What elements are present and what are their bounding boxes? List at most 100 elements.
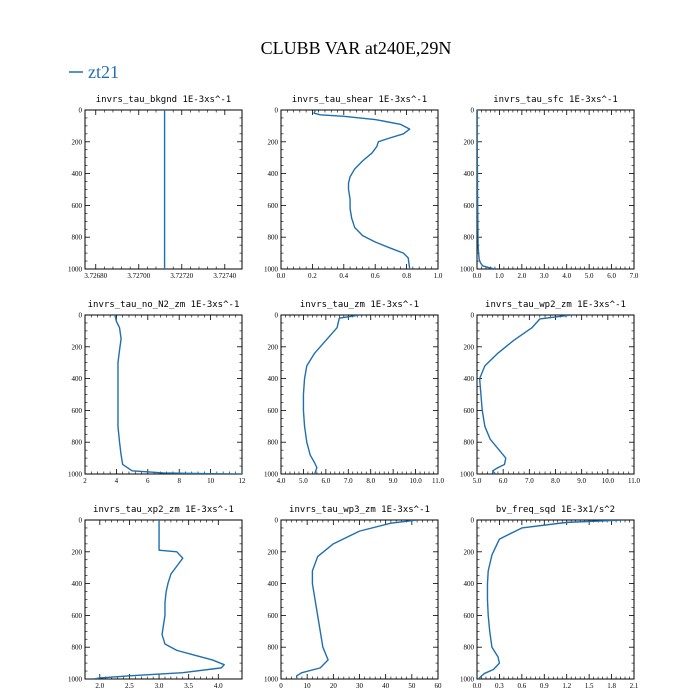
panel-7: invrs_tau_xp2_zm 1E-3xs^-1 2.0 2.5 3.0 3.5 4.… (68, 505, 243, 690)
x-tick-label: 1.8 (607, 682, 616, 690)
y-tick-label: 800 (72, 644, 83, 652)
x-tick-label: 0.2 (308, 272, 317, 280)
x-tick-label: 2.5 (125, 682, 134, 690)
x-tick-label: 0.3 (495, 682, 504, 690)
x-tick-label: 2.1 (630, 682, 639, 690)
y-tick-label: 400 (464, 170, 475, 178)
y-tick-label: 600 (464, 202, 475, 210)
y-tick-label: 0 (275, 517, 279, 525)
panel-frame (476, 519, 635, 680)
panel-frame (84, 314, 243, 475)
y-tick-label: 600 (268, 202, 279, 210)
y-tick-label: 200 (72, 138, 83, 146)
y-tick-label: 600 (72, 202, 83, 210)
y-tick-label: 600 (464, 612, 475, 620)
legend: zt21 (69, 62, 119, 82)
y-tick-label: 800 (464, 439, 475, 447)
panel-frame (280, 109, 439, 270)
panel-4: invrs_tau_no_N2_zm 1E-3xs^-1 2 4 6 8 10 12 0 200… (68, 300, 246, 485)
panel-2: invrs_tau_shear 1E-3xs^-1 0.0 0.2 0.4 0.6 0.8… (264, 95, 443, 280)
x-tick-label: 9.0 (577, 477, 586, 485)
y-tick-label: 400 (464, 375, 475, 383)
x-tick-label: 3.0 (155, 682, 164, 690)
x-tick-label: 4 (115, 477, 119, 485)
x-tick-label: 0.9 (540, 682, 549, 690)
x-tick-label: 3.72700 (127, 272, 150, 280)
x-tick-label: 30 (356, 682, 364, 690)
x-tick-label: 2.0 (517, 272, 526, 280)
y-tick-label: 600 (72, 407, 83, 415)
x-tick-label: 1.2 (562, 682, 571, 690)
y-tick-label: 800 (268, 234, 279, 242)
x-tick-label: 2 (83, 477, 87, 485)
x-tick-label: 6.0 (499, 477, 508, 485)
x-tick-label: 20 (330, 682, 338, 690)
panel-3: invrs_tau_sfc 1E-3xs^-1 0.0 1.0 2.0 3.0 4.0 5.… (460, 95, 639, 280)
x-tick-label: 0.0 (473, 682, 482, 690)
y-tick-label: 1000 (460, 266, 475, 274)
panel-9: bv_freq_sqd 1E-3x1/s^2 0.0 0.3 0.6 0.9 1.2 1.5… (460, 505, 639, 690)
y-tick-label: 200 (464, 343, 475, 351)
y-tick-label: 1000 (460, 676, 475, 684)
x-tick-label: 4.0 (562, 272, 571, 280)
y-tick-label: 600 (268, 612, 279, 620)
y-tick-label: 400 (72, 580, 83, 588)
panel-frame (84, 109, 243, 270)
panel-8: invrs_tau_wp3_zm 1E-3xs^-10 10 20 30 40 50 600… (264, 505, 442, 690)
series-line-zt21 (302, 315, 360, 474)
panel-6: invrs_tau_wp2_zm 1E-3xs^-1 5.0 6.0 7.0 8.0 9.… (460, 300, 640, 485)
series-line-zt21 (478, 315, 572, 474)
y-tick-label: 200 (268, 548, 279, 556)
panel-frame (280, 519, 439, 680)
x-tick-label: 0.6 (371, 272, 380, 280)
x-tick-label: 0 (279, 682, 283, 690)
x-tick-label: 8.0 (366, 477, 375, 485)
y-tick-label: 1000 (68, 471, 83, 479)
x-tick-label: 7.0 (525, 477, 534, 485)
x-tick-label: 6.0 (321, 477, 330, 485)
y-tick-label: 200 (72, 343, 83, 351)
series-line-zt21 (114, 315, 242, 474)
y-tick-label: 200 (464, 548, 475, 556)
y-tick-label: 800 (72, 439, 83, 447)
panel-frame (84, 519, 243, 680)
x-tick-label: 11.0 (628, 477, 640, 485)
x-tick-label: 8 (177, 477, 181, 485)
figure-title: CLUBB VAR at240E,29N (261, 38, 452, 58)
panel-frame (476, 314, 635, 475)
x-tick-label: 50 (408, 682, 416, 690)
y-tick-label: 0 (275, 107, 279, 115)
series-line-zt21 (477, 110, 496, 269)
x-tick-label: 5.0 (299, 477, 308, 485)
y-tick-label: 400 (72, 170, 83, 178)
y-tick-label: 800 (464, 644, 475, 652)
y-tick-label: 400 (268, 170, 279, 178)
x-tick-label: 10 (207, 477, 215, 485)
y-tick-label: 1000 (68, 676, 83, 684)
x-tick-label: 6 (146, 477, 150, 485)
x-tick-label: 60 (435, 682, 443, 690)
series-line-zt21 (313, 110, 411, 269)
y-tick-label: 0 (471, 312, 475, 320)
panel-title: invrs_tau_wp2_zm 1E-3xs^-1 (485, 300, 626, 310)
x-tick-label: 3.72680 (84, 272, 107, 280)
y-tick-label: 0 (79, 517, 83, 525)
panel-frame (476, 109, 635, 270)
x-tick-label: 10 (304, 682, 312, 690)
y-tick-label: 400 (72, 375, 83, 383)
panel-5: invrs_tau_zm 1E-3xs^-1 4.0 5.0 6.0 7.0 8.0 9.0… (264, 300, 444, 485)
x-tick-label: 0.4 (339, 272, 348, 280)
y-tick-label: 800 (72, 234, 83, 242)
x-tick-label: 4.0 (214, 682, 223, 690)
panel-title: invrs_tau_zm 1E-3xs^-1 (300, 300, 419, 310)
panels-group: invrs_tau_bkgnd 1E-3xs^-1 3.72680 3.72700 3… (68, 95, 640, 690)
x-tick-label: 5.0 (473, 477, 482, 485)
x-tick-label: 0.0 (277, 272, 286, 280)
x-tick-label: 1.0 (495, 272, 504, 280)
x-tick-label: 0.0 (473, 272, 482, 280)
x-tick-label: 10.0 (409, 477, 422, 485)
x-tick-label: 0.6 (517, 682, 526, 690)
panel-title: invrs_tau_xp2_zm 1E-3xs^-1 (93, 505, 234, 515)
x-tick-label: 0.8 (402, 272, 411, 280)
x-tick-label: 3.5 (184, 682, 193, 690)
